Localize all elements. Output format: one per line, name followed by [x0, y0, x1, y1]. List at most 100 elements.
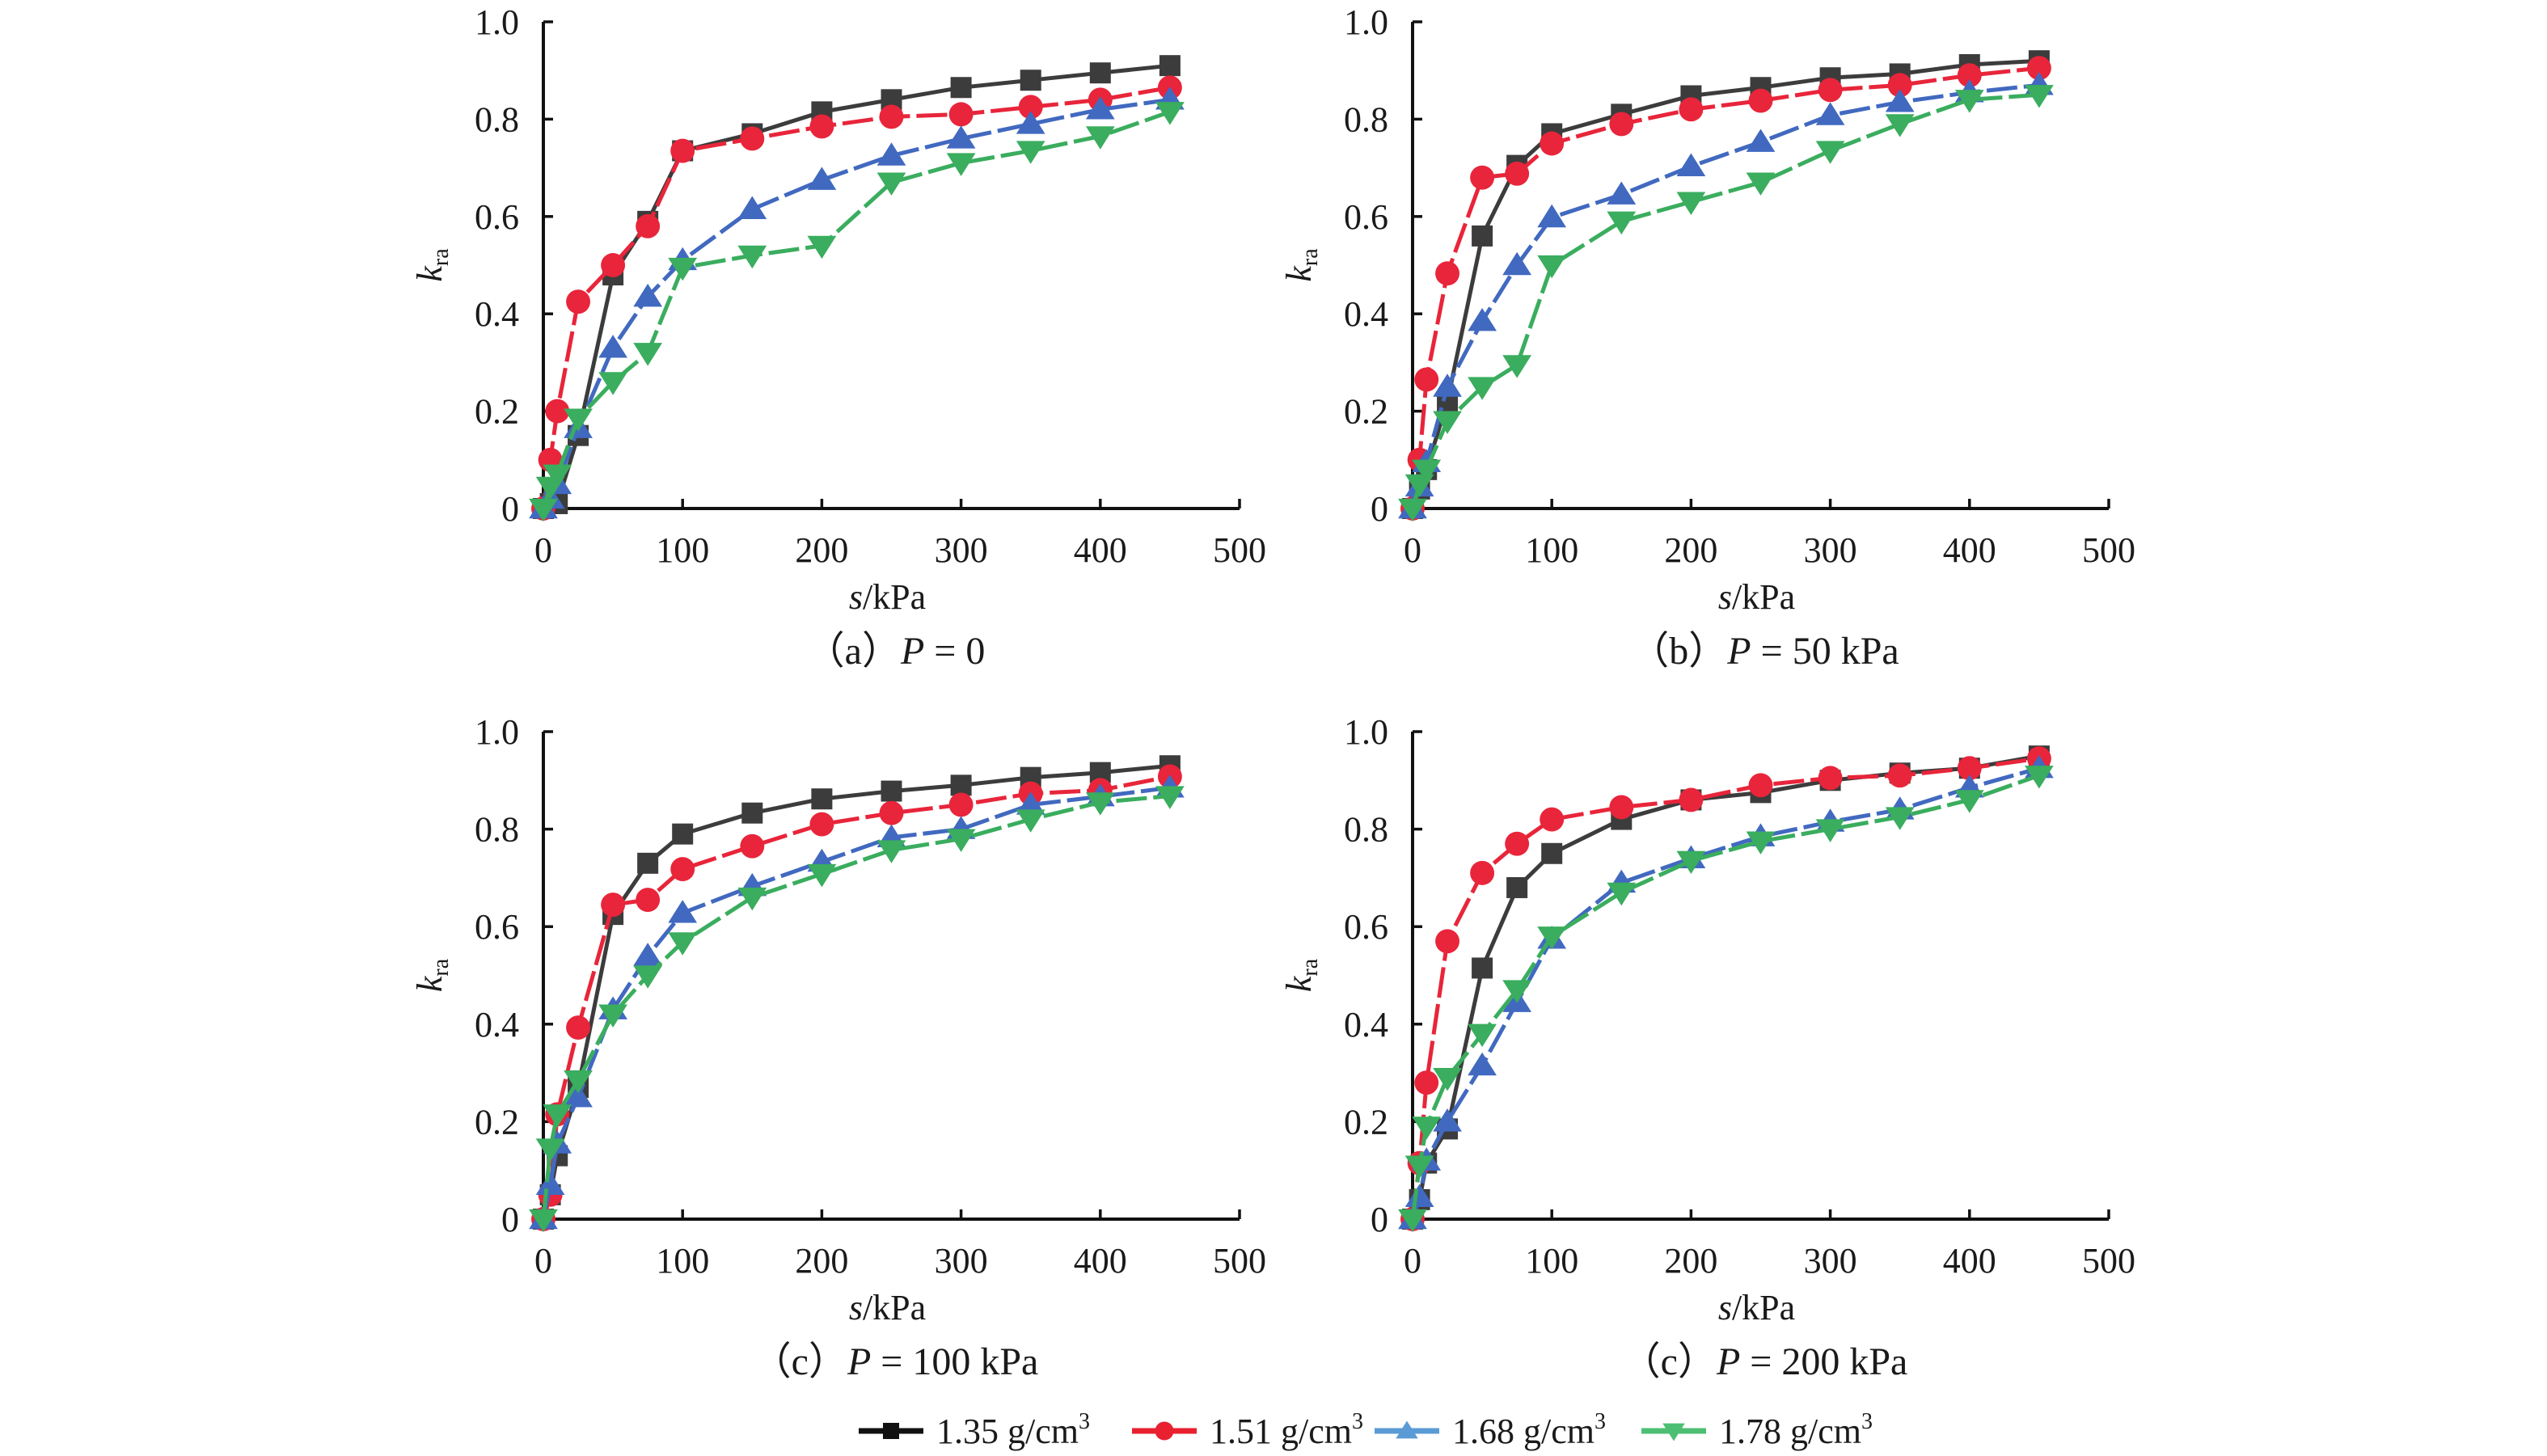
y-axis-var: k: [410, 975, 450, 992]
panel-caption: （c）P = 200 kPa: [1622, 1340, 1908, 1383]
data-point: [1607, 882, 1637, 906]
y-tick-label: 0.6: [475, 907, 519, 947]
y-tick-label: 0.8: [1344, 810, 1388, 850]
data-point: [601, 893, 626, 918]
data-point: [1954, 90, 1984, 113]
legend-label-text: 1.35 g/cm: [936, 1412, 1079, 1451]
caption-value: = 200 kPa: [1740, 1340, 1907, 1383]
y-tick-label: 0.2: [1344, 1102, 1388, 1142]
data-point: [1468, 377, 1497, 400]
data-point: [1815, 141, 1845, 164]
data-point: [636, 888, 661, 912]
data-point: [809, 114, 834, 139]
data-point: [741, 802, 763, 824]
x-axis-var: s: [849, 577, 863, 617]
data-point: [1468, 1023, 1497, 1048]
x-tick-label: 300: [1804, 530, 1857, 570]
data-point: [1016, 809, 1045, 833]
data-point: [1679, 787, 1704, 812]
legend-item-1: 1.35 g/cm3: [859, 1409, 1090, 1451]
data-point: [740, 126, 765, 151]
x-tick-label: 500: [2082, 1241, 2135, 1281]
x-tick-label: 300: [1804, 1241, 1857, 1281]
x-tick-label: 300: [935, 530, 988, 570]
data-point: [1089, 62, 1111, 84]
data-point: [668, 900, 698, 923]
x-tick-label: 0: [534, 530, 552, 570]
y-axis-var: k: [1279, 975, 1319, 992]
data-point: [737, 196, 767, 219]
series-2: [1400, 56, 2051, 521]
legend-item-4: 1.78 g/cm3: [1641, 1409, 1873, 1451]
data-point: [1414, 367, 1439, 392]
series-line: [1410, 82, 2040, 509]
y-tick-label: 0.2: [475, 392, 519, 432]
y-tick-label: 0.6: [1344, 197, 1388, 237]
x-tick-label: 200: [795, 530, 848, 570]
legend-label-text: 1.68 g/cm: [1452, 1412, 1595, 1451]
data-point: [1885, 114, 1915, 137]
data-point: [672, 823, 694, 845]
data-point: [807, 863, 837, 888]
x-tick-label: 400: [1074, 1241, 1127, 1281]
legend-label: 1.68 g/cm3: [1452, 1409, 1606, 1451]
caption-label: （c）: [753, 1340, 847, 1383]
data-point: [601, 253, 626, 277]
data-point: [1468, 1052, 1497, 1076]
data-point: [950, 77, 972, 99]
series-3: [529, 87, 1185, 519]
data-point: [1085, 126, 1115, 150]
series-3: [529, 774, 1185, 1230]
x-axis-var: s: [1718, 1288, 1732, 1327]
data-point: [1746, 172, 1776, 196]
legend-label-sup: 3: [1595, 1409, 1606, 1434]
caption-value: = 50 kPa: [1751, 630, 1899, 673]
series-4: [529, 102, 1185, 522]
data-point: [946, 829, 976, 852]
x-tick-label: 300: [935, 1241, 988, 1281]
data-point: [566, 1015, 590, 1040]
data-point: [879, 800, 904, 825]
data-point: [1676, 850, 1706, 875]
data-point: [1398, 498, 1427, 522]
caption-value: = 100 kPa: [871, 1340, 1038, 1383]
data-point: [598, 1004, 627, 1028]
series-4: [1398, 766, 2054, 1233]
y-tick-label: 0.8: [475, 99, 519, 139]
x-tick-label: 200: [795, 1241, 848, 1281]
data-point: [948, 792, 974, 817]
data-point: [811, 788, 833, 810]
data-point: [1607, 181, 1637, 205]
panel-c: 0 100 200 300 400 500 0 0.2 0.4 0.6 0.8 1.0 s/kPa kra…: [410, 712, 1266, 1383]
data-point: [807, 235, 837, 260]
series-2: [1400, 746, 2051, 1231]
data-point: [1818, 766, 1843, 791]
data-point: [946, 153, 976, 176]
x-axis-title: s/kPa: [849, 1288, 926, 1327]
legend-marker: [1155, 1421, 1174, 1441]
data-point: [1748, 773, 1773, 798]
x-tick-label: 500: [1213, 1241, 1266, 1281]
legend-label-sup: 3: [1352, 1409, 1363, 1434]
data-point: [1676, 192, 1706, 215]
data-point: [740, 834, 765, 859]
data-point: [1887, 73, 1912, 98]
x-axis-unit: /kPa: [863, 1288, 926, 1327]
series-line: [541, 763, 1171, 1220]
panel-a: 0 100 200 300 400 500 0 0.2 0.4 0.6 0.8 1.0 s/kPa kra…: [410, 2, 1266, 673]
data-point: [1433, 373, 1462, 397]
y-tick-label: 0: [501, 1200, 519, 1239]
data-point: [1885, 807, 1915, 830]
data-point: [1472, 957, 1493, 979]
legend-marker: [1662, 1423, 1685, 1441]
data-point: [668, 932, 698, 956]
data-point: [1433, 1067, 1462, 1091]
x-tick-label: 0: [534, 1241, 552, 1281]
y-tick-label: 1.0: [1344, 2, 1388, 42]
data-point: [1502, 251, 1532, 276]
y-tick-label: 1.0: [475, 712, 519, 752]
series-4: [529, 786, 1185, 1233]
caption-label: （c）: [1622, 1340, 1717, 1383]
data-point: [950, 774, 972, 796]
